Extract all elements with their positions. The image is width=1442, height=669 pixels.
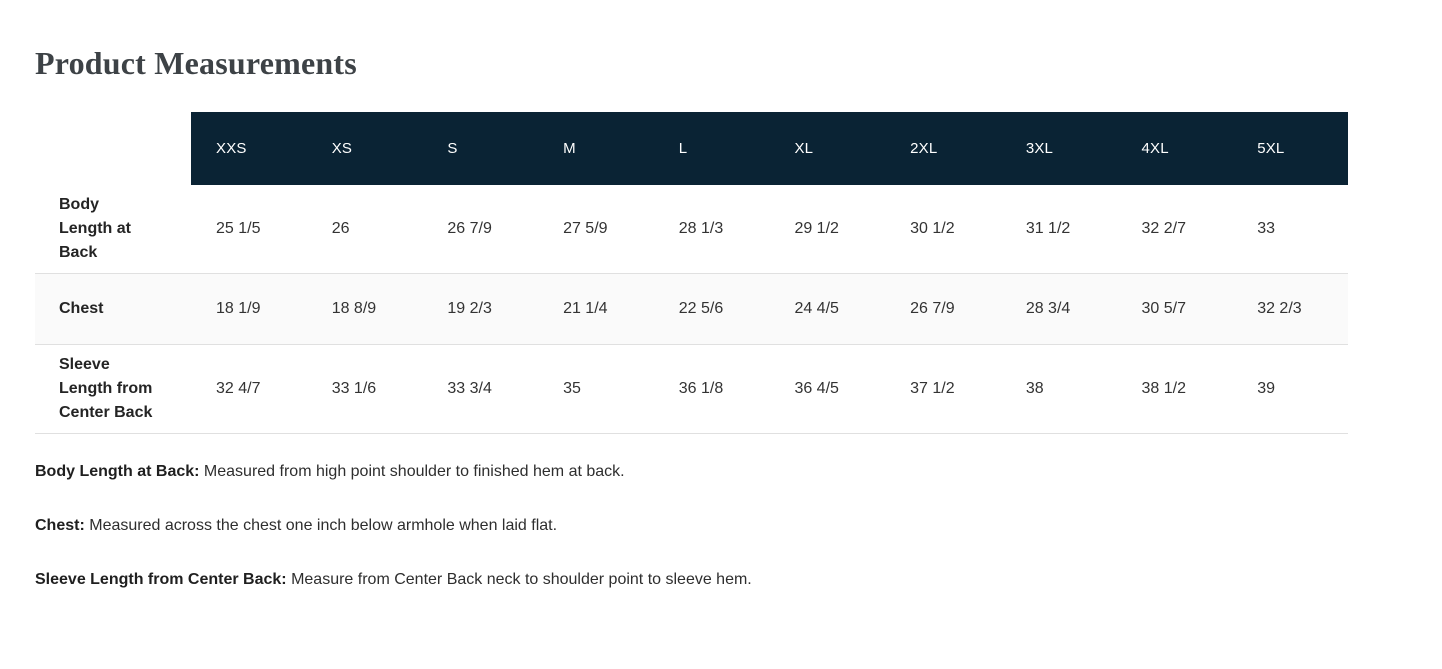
measurement-cell: 30 1/2: [910, 220, 955, 238]
measurement-cell: 33 1/6: [331, 380, 377, 398]
measurements-table: XXS XS S M L XL 2XL 3XL 4XL 5XL Body Length at Ba…: [35, 112, 1348, 434]
measurement-cell: 19 2/3: [447, 300, 492, 318]
measurement-cell: 37 1/2: [910, 380, 955, 398]
note-description: Measure from Center Back neck to shoulde…: [291, 571, 752, 589]
measurement-cell: 36 1/8: [678, 380, 724, 398]
measurement-cell: 27 5/9: [563, 220, 608, 238]
measurement-row-label: Body Length at Back: [59, 196, 131, 262]
measurement-note: Sleeve Length from Center Back: Measure …: [35, 569, 1407, 591]
size-column-header: M: [538, 112, 654, 186]
note-term: Chest:: [35, 517, 85, 535]
measurement-cell: 36 4/5: [794, 380, 839, 398]
measurement-notes: Body Length at Back: Measured from high …: [35, 461, 1407, 591]
size-column-header: XXS: [191, 112, 307, 186]
measurements-table-head: XXS XS S M L XL 2XL 3XL 4XL 5XL: [35, 112, 1348, 186]
measurement-cell: 30 5/7: [1141, 300, 1186, 318]
measurement-cell: 26: [331, 220, 350, 238]
size-header-row: XXS XS S M L XL 2XL 3XL 4XL 5XL: [35, 112, 1348, 186]
corner-cell: [35, 112, 191, 185]
size-column-header: 4XL: [1116, 112, 1233, 186]
note-description: Measured across the chest one inch below…: [89, 517, 558, 535]
measurement-cell: 38 1/2: [1141, 380, 1186, 398]
size-column-header: XS: [306, 112, 423, 186]
measurement-cell: 32 2/7: [1141, 220, 1186, 238]
size-column-header: L: [653, 112, 770, 186]
measurement-cell: 25 1/5: [216, 220, 261, 238]
note-description: Measured from high point shoulder to fin…: [203, 463, 625, 481]
note-term: Body Length at Back:: [35, 463, 200, 481]
measurement-row: Body Length at Back 25 1/5 26 26 7/9 27 5/9 2…: [35, 185, 1348, 274]
measurement-cell: 29 1/2: [794, 220, 839, 238]
measurement-row-label: Sleeve Length from Center Back: [59, 356, 153, 422]
measurement-cell: 28 1/3: [678, 220, 724, 238]
measurement-cell: 39: [1257, 380, 1275, 398]
measurement-cell: 32 2/3: [1257, 300, 1302, 318]
measurement-cell: 35: [563, 380, 581, 398]
measurement-cell: 32 4/7: [216, 380, 261, 398]
measurement-cell: 26 7/9: [447, 220, 492, 238]
note-term: Sleeve Length from Center Back:: [35, 571, 287, 589]
size-column-header: XL: [769, 112, 886, 186]
page-title: Product Measurements: [35, 45, 357, 81]
size-column-header: 5XL: [1232, 112, 1348, 186]
measurement-row-label: Chest: [59, 300, 104, 318]
product-measurements-section: Product Measurements XXS XS S M L XL 2XL 3XL 4XL…: [0, 44, 1442, 591]
measurement-cell: 18 8/9: [331, 300, 377, 318]
measurement-cell: 24 4/5: [794, 300, 839, 318]
measurement-cell: 33: [1257, 220, 1275, 238]
size-column-header: 3XL: [1000, 112, 1117, 186]
measurement-cell: 26 7/9: [910, 300, 955, 318]
measurement-note: Body Length at Back: Measured from high …: [35, 461, 1407, 483]
measurements-table-body: Body Length at Back 25 1/5 26 26 7/9 27 5/9 2…: [35, 185, 1348, 434]
measurement-cell: 28 3/4: [1025, 300, 1071, 318]
measurement-cell: 21 1/4: [563, 300, 608, 318]
measurement-cell: 18 1/9: [216, 300, 261, 318]
measurement-row: Chest 18 1/9 18 8/9 19 2/3 21 1/4 22 5/6 24 4/…: [35, 273, 1348, 345]
measurement-cell: 31 1/2: [1025, 220, 1071, 238]
measurement-row: Sleeve Length from Center Back 32 4/7 33 1…: [35, 345, 1348, 434]
measurement-note: Chest: Measured across the chest one inc…: [35, 515, 1407, 537]
size-column-header: S: [422, 112, 539, 186]
measurement-cell: 38: [1025, 380, 1044, 398]
measurement-cell: 33 3/4: [447, 380, 492, 398]
size-column-header: 2XL: [885, 112, 1001, 186]
measurement-cell: 22 5/6: [678, 300, 724, 318]
